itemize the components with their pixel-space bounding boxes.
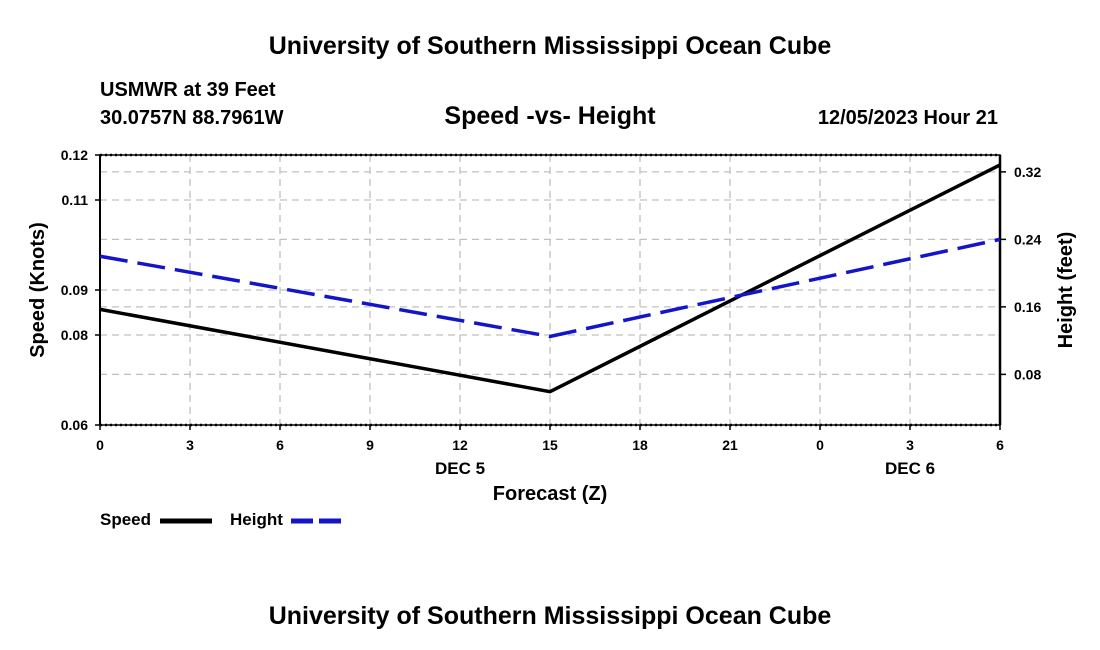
series-line-height [99,237,1001,339]
y-right-tick-label: 0.16 [1014,299,1041,315]
x-tick-label: 15 [542,437,558,453]
legend-height-label: Height [230,510,283,529]
y-left-tick-label: 0.06 [61,417,88,433]
x-tick-label: 3 [906,437,914,453]
y-left-tick-label: 0.11 [62,192,89,208]
grid-lines [100,155,1000,425]
station-label: USMWR at 39 Feet [100,79,276,101]
page-title-bottom: University of Southern Mississippi Ocean… [269,602,832,630]
legend-speed-label: Speed [100,510,151,529]
plot-title: Speed -vs- Height [444,102,656,130]
x-tick-label: 3 [186,437,194,453]
y-axis-right-label: Height (feet) [1055,232,1077,349]
x-axis-label: Forecast (Z) [493,483,607,505]
x-tick-label: 0 [816,437,824,453]
x-tick-label: 0 [96,437,104,453]
y-left-tick-label: 0.12 [61,147,88,163]
x-tick-label: 9 [366,437,374,453]
y-right-tick-label: 0.32 [1014,164,1041,180]
x-tick-label: 12 [452,437,468,453]
x-tick-label: 21 [722,437,738,453]
y-right-tick-label: 0.08 [1014,366,1041,382]
series-line-speed [99,163,1001,394]
x-tick-label: 18 [632,437,648,453]
series-lines [99,163,1001,394]
date-label: DEC 5 [435,459,485,478]
axis-ticks: 0 3 6 9 12 15 18 21 0 3 6 DEC 5 DEC 6 0.06 0.08 0.09 0.1… [61,147,1042,478]
date-label: DEC 6 [885,459,935,478]
y-axis-left-label: Speed (Knots) [27,222,49,358]
y-right-tick-label: 0.24 [1014,231,1041,247]
page-title-top: University of Southern Mississippi Ocean… [269,32,832,60]
x-tick-label: 6 [996,437,1004,453]
coordinates-label: 30.0757N 88.7961W [100,107,284,129]
legend: Speed Height [100,510,343,529]
y-left-tick-label: 0.08 [61,327,88,343]
x-tick-label: 6 [276,437,284,453]
y-left-tick-label: 0.09 [61,282,88,298]
datetime-label: 12/05/2023 Hour 21 [818,107,998,129]
